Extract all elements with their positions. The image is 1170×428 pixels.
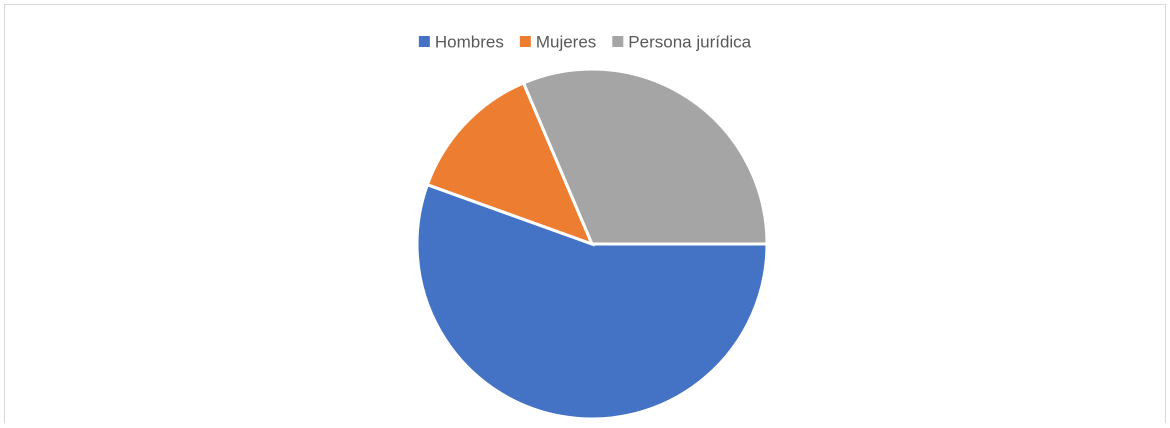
pie-slice [521, 67, 769, 246]
legend-label: Persona jurídica [628, 32, 751, 51]
legend-swatch [612, 36, 624, 47]
pie-slice [415, 182, 769, 421]
legend-swatch [519, 36, 531, 47]
pie-slice [425, 80, 595, 247]
legend-label: Mujeres [536, 32, 596, 51]
legend-label: Hombres [435, 32, 504, 51]
legend-swatch [418, 36, 430, 47]
